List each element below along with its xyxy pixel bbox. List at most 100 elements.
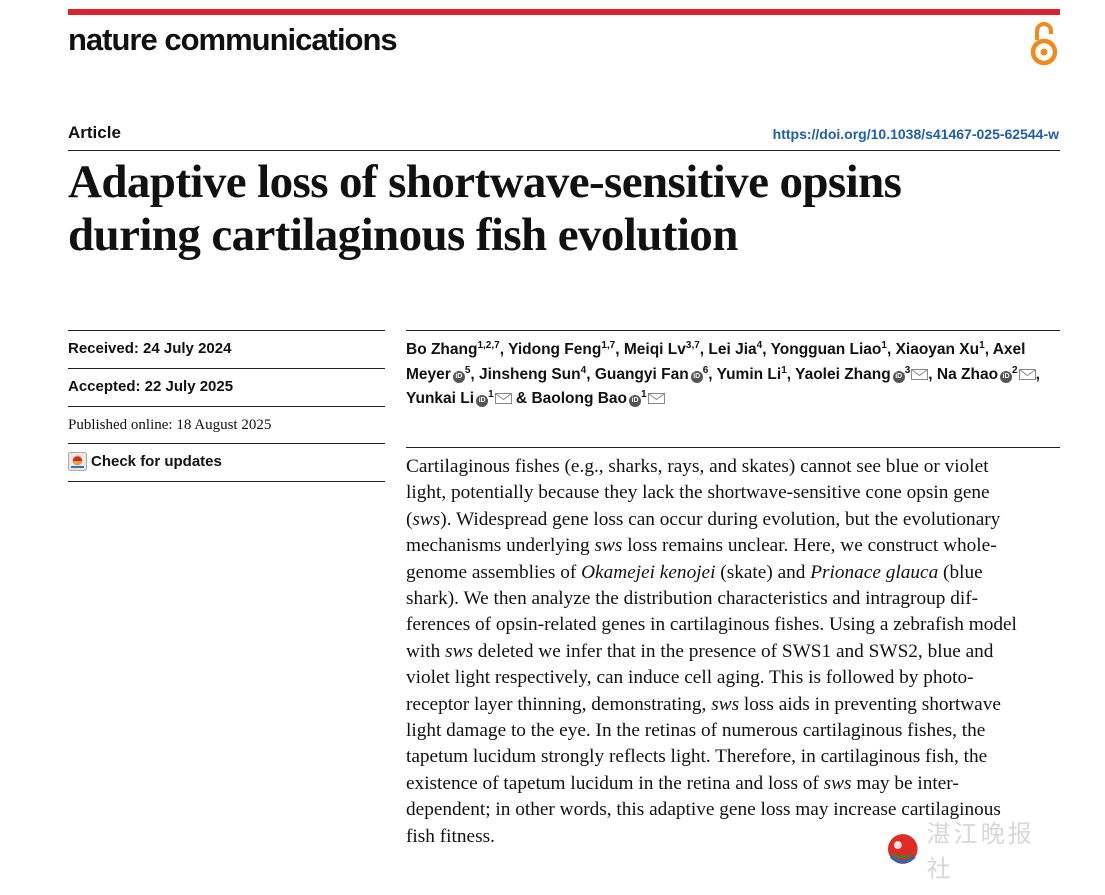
abstract-line: mechanisms underlying sws loss remains u… [406,533,1060,559]
author-name: Jinsheng Sun [479,365,581,383]
dates-divider [68,443,385,444]
email-icon[interactable] [494,393,512,404]
abstract-text: loss aids in preventing shortwave [739,693,1001,715]
author-name: Meiqi Lv [623,341,686,358]
orcid-icon[interactable]: iD [629,395,642,407]
abstract-line: existence of tapetum lucidum in the reti… [406,771,1060,797]
author-name: Na Zhao [936,365,999,383]
published-date: Published online: 18 August 2025 [68,417,272,433]
author[interactable]: Na Zhao iD2 [936,365,1036,383]
orcid-icon[interactable]: iD [1000,370,1013,383]
abstract-line: fish fitness. [406,824,1060,850]
abstract-italic-term: sws [711,693,740,715]
author[interactable]: Yidong Feng1,7 [508,340,615,358]
author-affiliation: 5 [464,364,471,376]
orcid-icon[interactable]: iD [690,370,703,383]
author-list: Bo Zhang1,2,7, Yidong Feng1,7, Meiqi Lv3… [406,338,1062,412]
abstract-italic-term: sws [445,640,473,662]
abstract-line: Cartilaginous fishes (e.g., sharks, rays… [406,454,1060,480]
abstract-line: receptor layer thinning, demonstrating, … [406,692,1060,718]
author-separator: , [786,365,796,383]
author-affiliation: 1 [881,339,887,351]
author-name: Baolong Bao [531,390,628,407]
watermark: 湛江晚报社 [885,822,1060,883]
article-type-label: Article [68,123,121,142]
check-for-updates-button[interactable]: Check for updates [68,452,222,471]
author[interactable]: Baolong Bao iD1 [531,388,665,407]
abstract: Cartilaginous fishes (e.g., sharks, rays… [406,454,1060,850]
abstract-text: ( [406,508,413,530]
abstract-italic-term: Prionace glauca [810,561,939,583]
author-separator: , [586,365,595,383]
doi-link[interactable]: https://doi.org/10.1038/s41467-025-62544… [772,126,1059,142]
email-icon[interactable] [911,368,929,380]
abstract-italic-term: sws [594,535,623,557]
author-name: Lei Jia [708,341,757,358]
abstract-line: dependent; in other words, this adaptive… [406,797,1060,823]
author-affiliation: 4 [756,339,763,351]
abstract-line: light damage to the eye. In the retinas … [406,718,1060,744]
abstract-text: (blue [938,561,983,583]
orcid-icon[interactable]: iD [452,370,465,383]
author[interactable]: Meiqi Lv3,7 [623,340,700,358]
author[interactable]: Guangyi Fan iD6 [594,365,708,383]
author-separator: , [499,341,509,358]
title-line-2: during cartilaginous fish evolution [68,209,738,261]
abstract-text: receptor layer thinning, demonstrating, [406,693,712,715]
abstract-italic-term: Okamejei kenojei [581,561,716,583]
abstract-italic-term: sws [412,508,441,530]
author[interactable]: Xiaoyan Xu1 [896,339,985,358]
journal-name: nature communications [68,22,398,57]
abstract-text: deleted we infer that in the presence of… [472,640,994,662]
abstract-text: Cartilaginous fishes (e.g., sharks, rays… [406,456,989,477]
author[interactable]: Yaolei Zhang iD3 [795,365,929,383]
author-separator: , [886,341,896,358]
check-for-updates-icon [68,452,87,471]
author[interactable]: Lei Jia4 [708,339,763,358]
author-affiliation: 1 [781,364,787,376]
author-affiliation: 4 [580,364,587,376]
author-name: Yidong Feng [508,341,602,358]
author-name: Axel Meyer [406,341,1026,383]
author-separator: , [699,341,709,358]
author-affiliation: 1 [641,388,647,400]
author[interactable]: Yumin Li1 [716,364,787,383]
abstract-line: with sws deleted we infer that in the pr… [406,639,1060,665]
email-icon[interactable] [1018,368,1036,380]
author-name: Guangyi Fan [594,365,689,383]
open-access-icon[interactable] [1028,20,1060,68]
check-for-updates-label: Check for updates [91,453,222,470]
author-name: Yunkai Li [406,390,475,407]
orcid-icon[interactable]: iD [892,370,905,383]
accepted-date: Accepted: 22 July 2025 [68,378,234,395]
dates-divider-bottom [68,481,385,482]
abstract-text: (skate) and [715,561,811,583]
abstract-line: shark). We then analyze the distribution… [406,586,1060,612]
author-separator: , [762,341,771,358]
journal-brand-bar [68,9,1060,15]
author[interactable]: Axel Meyer iD5 [406,341,1025,383]
author-name: Yumin Li [716,365,782,383]
author-affiliation: 1 [979,339,985,351]
orcid-icon[interactable]: iD [476,395,489,407]
author-separator: & [511,390,532,407]
abstract-text: shark). We then analyze the distribution… [406,588,979,610]
abstract-text: ). Widespread gene loss can occur during… [440,508,1001,530]
email-icon[interactable] [647,393,665,404]
abstract-line: genome assemblies of Okamejei kenojei (s… [406,560,1060,586]
abstract-text: existence of tapetum lucidum in the reti… [406,772,824,794]
title-line-1: Adaptive loss of shortwave-sensitive ops… [68,156,902,208]
abstract-text: may be inter- [851,772,959,794]
author-name: Yaolei Zhang [795,365,891,383]
abstract-italic-term: sws [823,772,852,794]
abstract-line: light, potentially because they lack the… [406,480,1060,506]
author-separator: , [708,365,717,383]
abstract-text: mechanisms underlying [406,535,595,557]
abstract-text: light, potentially because they lack the… [406,482,990,504]
author[interactable]: Bo Zhang1,2,7 [406,340,500,358]
author[interactable]: Jinsheng Sun4 [479,364,587,383]
watermark-text: 湛江晚报社 [926,822,1035,883]
abstract-text: tapetum lucidum strongly reflects light.… [406,746,988,768]
author[interactable]: Yunkai Li iD1 [406,389,512,407]
author[interactable]: Yongguan Liao1 [771,339,887,358]
